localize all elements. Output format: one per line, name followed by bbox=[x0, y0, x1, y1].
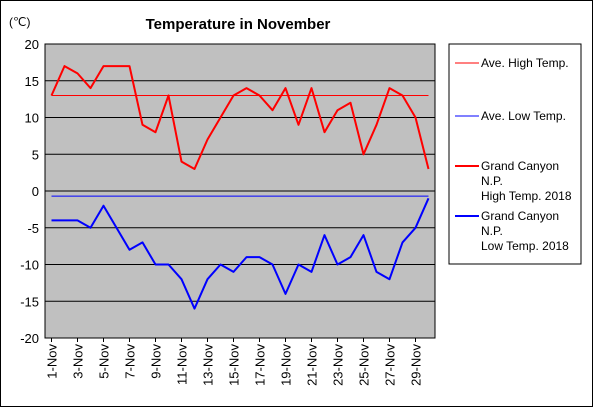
x-tick-label: 15-Nov bbox=[227, 344, 242, 386]
x-tick-label: 7-Nov bbox=[123, 344, 138, 379]
legend-label: Grand Canyon bbox=[481, 209, 559, 223]
x-tick-label: 23-Nov bbox=[331, 344, 346, 386]
y-tick-label: 10 bbox=[25, 111, 39, 126]
x-tick-label: 3-Nov bbox=[71, 344, 86, 379]
legend-label: Ave. High Temp. bbox=[481, 56, 569, 70]
unit-label: (℃) bbox=[9, 15, 30, 29]
y-tick-label: 15 bbox=[25, 74, 39, 89]
y-tick-label: -15 bbox=[20, 294, 39, 309]
x-tick-label: 19-Nov bbox=[279, 344, 294, 386]
legend-box bbox=[448, 43, 582, 265]
x-tick-label: 29-Nov bbox=[409, 344, 424, 386]
y-tick-label: -5 bbox=[27, 221, 39, 236]
x-tick-label: 13-Nov bbox=[201, 344, 216, 386]
x-tick-label: 5-Nov bbox=[97, 344, 112, 379]
y-tick-label: 5 bbox=[32, 147, 39, 162]
x-tick-label: 17-Nov bbox=[253, 344, 268, 386]
chart-title: Temperature in November bbox=[146, 16, 331, 33]
legend-label: Grand Canyon bbox=[481, 159, 559, 173]
legend-label: N.P. bbox=[481, 224, 503, 238]
legend-label: High Temp. 2018 bbox=[481, 189, 572, 203]
x-tick-label: 21-Nov bbox=[305, 344, 320, 386]
y-tick-label: 20 bbox=[25, 37, 39, 52]
x-tick-label: 9-Nov bbox=[149, 344, 164, 379]
legend-label: Ave. Low Temp. bbox=[481, 109, 566, 123]
x-tick-label: 11-Nov bbox=[175, 344, 190, 385]
y-tick-label: -20 bbox=[20, 331, 39, 346]
x-tick-label: 27-Nov bbox=[383, 344, 398, 386]
legend-label: Low Temp. 2018 bbox=[481, 239, 569, 253]
y-tick-label: 0 bbox=[32, 184, 39, 199]
series-line-3 bbox=[51, 197, 430, 310]
x-tick-label: 25-Nov bbox=[357, 344, 372, 386]
x-tick-label: 1-Nov bbox=[45, 344, 60, 379]
legend-label: N.P. bbox=[481, 174, 503, 188]
y-tick-label: -10 bbox=[20, 258, 39, 273]
series-line-2 bbox=[50, 65, 430, 170]
